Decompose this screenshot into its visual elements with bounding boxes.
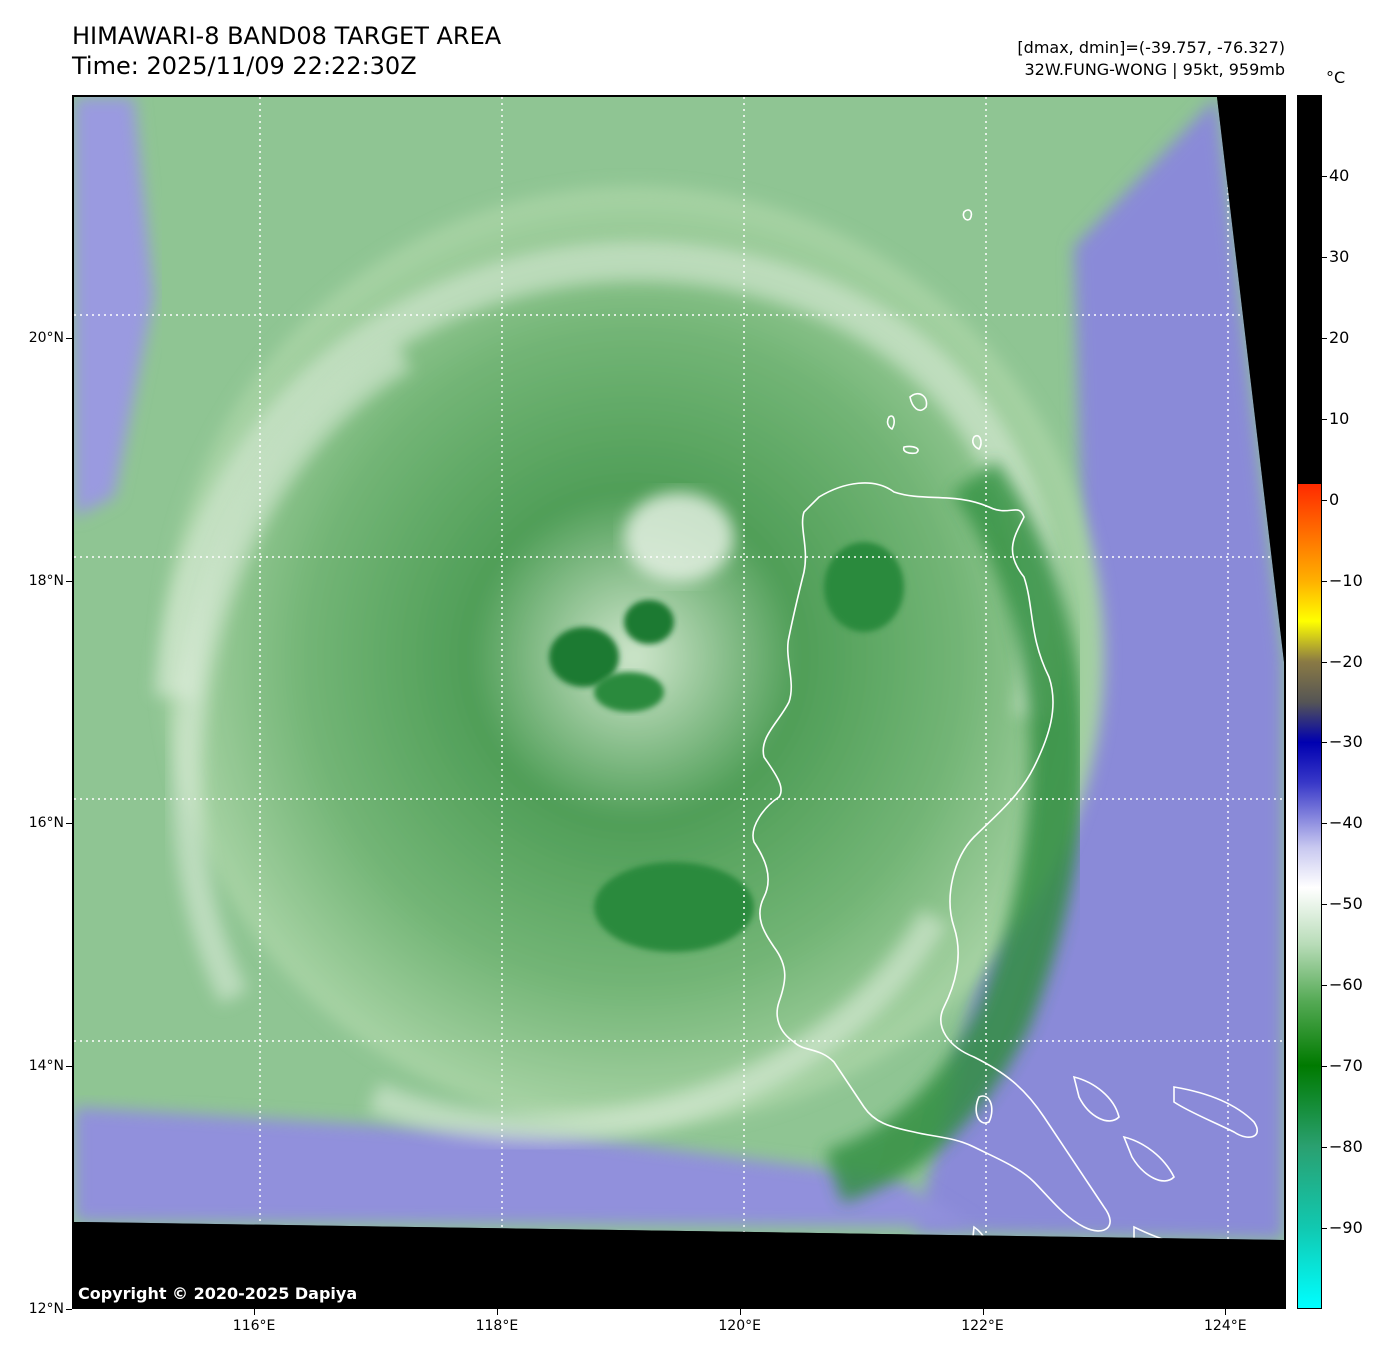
lon-label: 122°E <box>961 1318 1004 1334</box>
colorbar-tick <box>1322 1147 1327 1149</box>
colorbar-tick-label: −80 <box>1329 1137 1363 1157</box>
colorbar-tick <box>1322 175 1327 177</box>
lat-label: 16°N <box>28 815 64 832</box>
colorbar-tick-label: −20 <box>1329 651 1363 671</box>
colorbar-tick-label: −10 <box>1329 570 1363 590</box>
lat-label: 20°N <box>28 329 64 346</box>
lon-tick <box>496 1309 498 1315</box>
colorbar-tick-label: 10 <box>1329 408 1350 428</box>
satellite-imagery <box>74 97 1284 1307</box>
colorbar-tick <box>1322 499 1327 501</box>
colorbar-tick <box>1322 256 1327 258</box>
satellite-map <box>72 95 1286 1309</box>
time-stamp: Time: 2025/11/09 22:22:30Z <box>72 52 417 80</box>
map-title: HIMAWARI-8 BAND08 TARGET AREA <box>72 22 502 50</box>
lon-tick <box>982 1309 984 1315</box>
colorbar-tick-label: −90 <box>1329 1218 1363 1238</box>
colorbar-tick-label: 30 <box>1329 246 1350 266</box>
imagery-swath <box>74 97 1284 1240</box>
colorbar-tick <box>1322 823 1327 825</box>
lat-label: 14°N <box>28 1058 64 1075</box>
colorbar-tick-label: −30 <box>1329 732 1363 752</box>
lat-tick <box>66 337 72 339</box>
colorbar-tick <box>1322 337 1327 339</box>
colorbar-tick-label: −40 <box>1329 813 1363 833</box>
lat-tick <box>66 580 72 582</box>
colorbar-tick <box>1322 1066 1327 1068</box>
colorbar-tick <box>1322 418 1327 420</box>
lon-tick <box>1225 1309 1227 1315</box>
data-range: [dmax, dmin]=(-39.757, -76.327) <box>1017 38 1285 57</box>
lon-label: 118°E <box>475 1318 519 1334</box>
colorbar-tick <box>1322 904 1327 906</box>
storm-info: 32W.FUNG-WONG | 95kt, 959mb <box>1024 60 1285 79</box>
lat-tick <box>66 1066 72 1068</box>
colorbar-tick-label: 0 <box>1329 489 1340 509</box>
colorbar-tick-label: −60 <box>1329 975 1363 995</box>
lat-label: 12°N <box>28 1301 64 1317</box>
lon-tick <box>739 1309 741 1315</box>
colorbar-tick-label: −50 <box>1329 894 1363 914</box>
lon-label: 116°E <box>232 1318 276 1334</box>
colorbar-tick <box>1322 985 1327 987</box>
colorbar-tick-label: −70 <box>1329 1056 1363 1076</box>
no-data-region-east <box>1217 97 1284 662</box>
lon-label: 124°E <box>1204 1318 1247 1334</box>
colorbar-tick-label: 40 <box>1329 165 1350 185</box>
no-data-region <box>74 1222 1284 1307</box>
lon-tick <box>254 1309 256 1315</box>
colorbar-tick <box>1322 661 1327 663</box>
lat-label: 18°N <box>28 572 64 589</box>
colorbar-tick <box>1322 1228 1327 1230</box>
colorbar-tick <box>1322 742 1327 744</box>
colorbar-tick <box>1322 580 1327 582</box>
colorbar-unit: °C <box>1326 68 1346 87</box>
lat-tick <box>66 1309 72 1310</box>
copyright-text: Copyright © 2020-2025 Dapiya <box>78 1284 358 1303</box>
colorbar-tick-label: 20 <box>1329 327 1350 347</box>
lat-tick <box>66 823 72 825</box>
lon-label: 120°E <box>718 1318 761 1334</box>
temperature-colorbar <box>1297 95 1322 1309</box>
